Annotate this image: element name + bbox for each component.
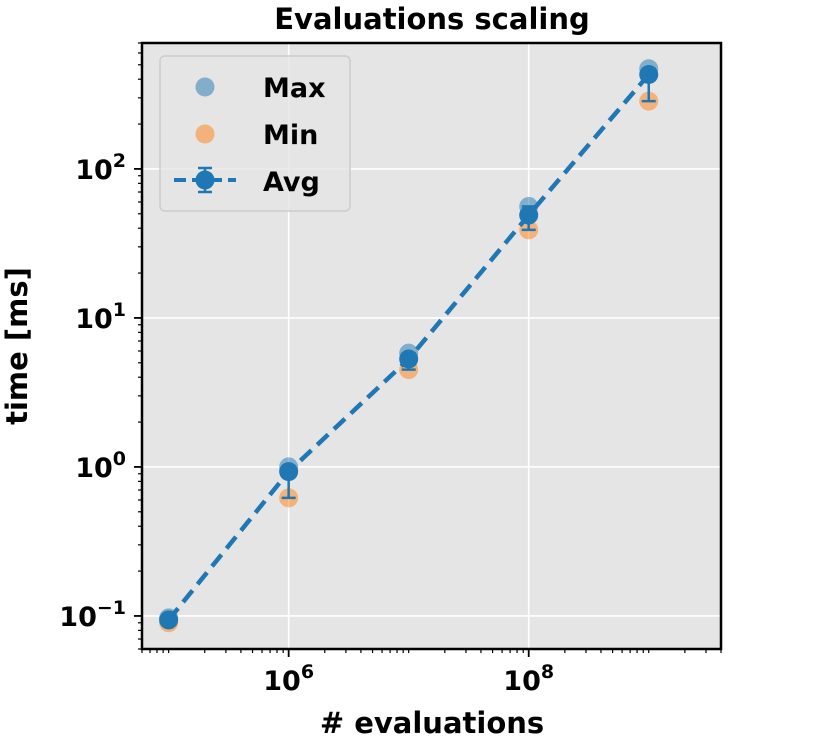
legend-avg-marker	[195, 170, 215, 190]
y-tick-label: 102	[75, 150, 126, 186]
y-tick-label: 101	[75, 299, 126, 335]
legend-avg-label: Avg	[263, 167, 320, 198]
x-axis-label: # evaluations	[320, 706, 544, 740]
avg-point	[279, 462, 299, 482]
x-tick-label: 108	[503, 661, 554, 697]
chart-title: Evaluations scaling	[274, 2, 589, 36]
tick-labels: 106 108 10−1 100 101 102	[59, 150, 554, 697]
legend-max-marker	[195, 77, 215, 97]
legend-min-label: Min	[263, 120, 318, 151]
minor-ticks	[134, 42, 722, 657]
avg-point	[519, 205, 539, 225]
y-tick-label: 10−1	[59, 597, 126, 633]
avg-point	[159, 610, 179, 630]
avg-point	[399, 349, 419, 369]
plot-frame	[140, 41, 723, 651]
avg-point	[639, 65, 659, 85]
y-tick-label: 100	[75, 448, 126, 484]
legend-max-label: Max	[263, 73, 326, 104]
legend: Max Min Avg	[159, 55, 351, 212]
y-axis-label: time [ms]	[0, 267, 34, 425]
data-marks	[159, 59, 659, 633]
legend-min-marker	[195, 124, 215, 144]
x-tick-label: 106	[263, 661, 314, 697]
